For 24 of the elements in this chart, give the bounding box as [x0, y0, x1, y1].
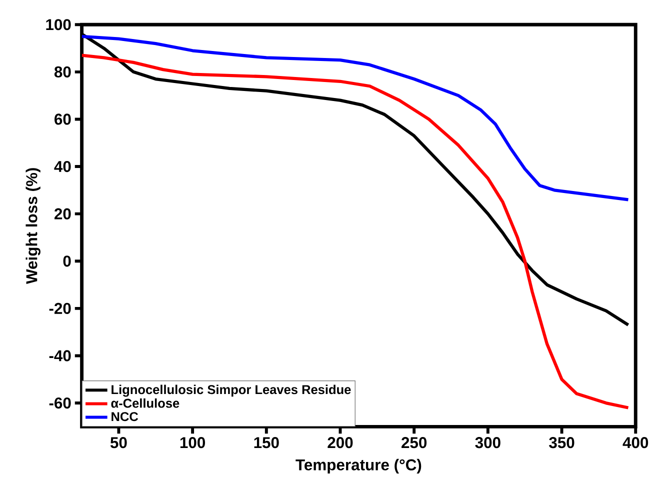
y-tick-label: 40 — [54, 161, 71, 172]
y-tick-label: 0 — [63, 256, 71, 267]
x-tick-label: 150 — [254, 437, 279, 448]
y-tick-label: 80 — [54, 66, 71, 78]
x-tick-label: 250 — [402, 437, 427, 448]
y-tick-label: 100 — [46, 19, 71, 30]
y-tick-label: -20 — [49, 303, 71, 314]
legend-label: Lignocellulosic Simpor Leaves Residue — [112, 384, 351, 397]
x-tick-label: 350 — [549, 437, 574, 448]
x-tick-label: 300 — [475, 437, 500, 448]
y-tick-label: 60 — [54, 114, 71, 125]
x-tick-label: 100 — [180, 437, 206, 448]
y-axis-title: Weight loss (%) — [26, 168, 40, 284]
legend-label: NCC — [112, 412, 138, 422]
legend-label: α-Cellulose — [111, 398, 180, 408]
x-axis-title: Temperature (°C) — [296, 459, 422, 474]
x-tick-label: 200 — [328, 437, 353, 448]
line-series — [82, 35, 630, 202]
x-tick-label: 50 — [110, 437, 127, 448]
y-tick-label: 20 — [54, 208, 71, 220]
line-series — [82, 54, 630, 410]
x-tick-label: 400 — [622, 437, 648, 448]
y-tick-label: -40 — [49, 350, 71, 362]
y-tick-label: -60 — [49, 398, 71, 409]
